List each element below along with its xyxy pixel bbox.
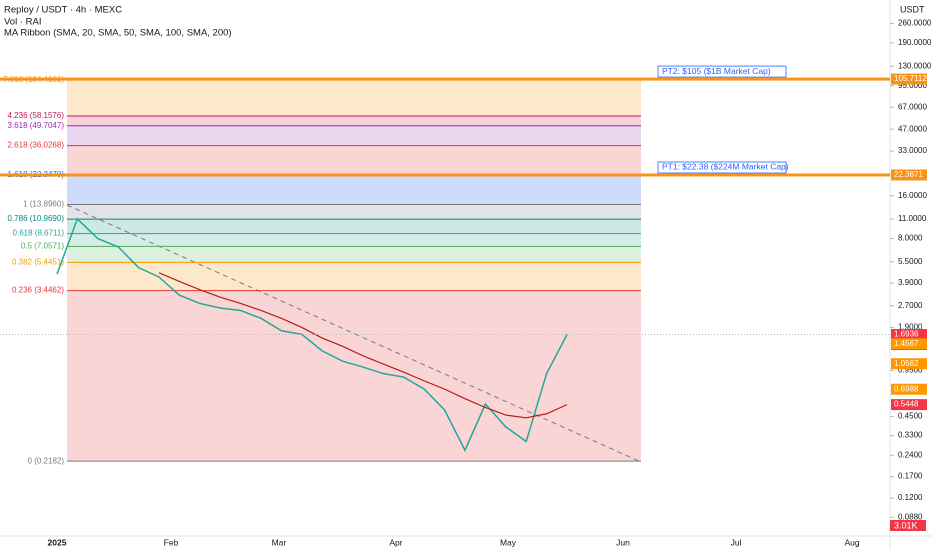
price-badge-label: 1.6936: [894, 330, 919, 339]
y-tick-label: 47.0000: [898, 124, 927, 133]
price-line: [158, 272, 568, 419]
fib-label: 0.236 (3.4462): [12, 286, 64, 295]
price-badge: [891, 169, 927, 181]
y-tick-label: 67.0000: [898, 102, 927, 111]
fib-zone: [67, 246, 641, 263]
y-tick-label: 95.0000: [898, 81, 927, 90]
x-tick-label: Aug: [844, 537, 859, 547]
y-tick-label: 11.0000: [898, 214, 927, 223]
y-tick-label: 260.0000: [898, 19, 932, 28]
fib-label: 4.236 (58.1576): [8, 111, 65, 120]
fib-label: 0.618 (8.6711): [13, 229, 65, 238]
fib-zone: [67, 233, 641, 247]
y-tick-label: 0.2400: [898, 450, 923, 459]
price-badge: [891, 338, 927, 350]
price-badge: [891, 73, 927, 85]
fib-zone: [67, 125, 641, 146]
ma-indicator[interactable]: MA Ribbon (SMA, 20, SMA, 50, SMA, 100, S…: [4, 28, 232, 39]
fib-zone: [67, 79, 641, 116]
price-badge-label: 1.0562: [894, 359, 919, 368]
y-tick-label: 0.1700: [898, 472, 923, 481]
price-line: [56, 217, 568, 453]
y-tick-label: 0.9500: [898, 365, 923, 374]
fib-label: 0 (0.2182): [28, 456, 65, 465]
fib-zone: [67, 175, 641, 205]
volume-badge: [890, 520, 926, 531]
target-box: [657, 65, 787, 78]
price-badge-label: 0.5448: [894, 400, 919, 409]
x-tick-label: Jun: [616, 537, 630, 547]
y-tick-label: 0.3300: [898, 431, 923, 440]
x-tick-label: Mar: [272, 537, 287, 547]
price-badge-label: 1.4567: [894, 339, 919, 348]
trend-line: [66, 204, 642, 463]
target-label: PT1: $22.38 ($224M Market Cap): [662, 162, 789, 172]
y-tick-label: 130.0000: [898, 61, 932, 70]
x-tick-label: 2025: [48, 537, 67, 547]
y-tick-label: 0.0880: [898, 512, 923, 521]
fib-zone: [67, 219, 641, 234]
fib-zone: [67, 145, 641, 176]
symbol-title[interactable]: Reploy / USDT · 4h · MEXC: [4, 5, 122, 16]
fib-label: 2.618 (36.0268): [8, 141, 65, 150]
price-badge: [891, 383, 927, 395]
fib-label: 3.618 (49.7047): [8, 121, 65, 130]
volume-indicator[interactable]: Vol · RAI: [4, 17, 42, 28]
fib-label: 1 (13.8960): [23, 200, 64, 209]
price-badge-label: 0.6988: [894, 384, 919, 393]
fib-zone: [67, 204, 641, 220]
price-badge-label: 22.3871: [894, 170, 923, 179]
y-tick-label: 3.9000: [898, 278, 923, 287]
fib-label: 0.5 (7.0571): [21, 241, 64, 250]
currency: USDT: [900, 4, 925, 14]
price-badge: [891, 399, 927, 411]
y-tick-label: 1.9000: [898, 323, 923, 332]
y-tick-label: 0.4500: [898, 412, 923, 421]
y-tick-label: 8.0000: [898, 234, 923, 243]
fib-label: 0.382 (5.4451): [12, 257, 64, 266]
x-tick-label: Apr: [389, 537, 402, 547]
target-box: [657, 161, 787, 174]
volume-value: 3.01K: [894, 520, 918, 530]
x-tick-label: Jul: [731, 537, 742, 547]
price-badge-label: 105.7112: [894, 74, 927, 83]
y-tick-label: 2.7000: [898, 301, 923, 310]
y-tick-label: 16.0000: [898, 191, 927, 200]
y-tick-label: 190.0000: [898, 38, 932, 47]
x-tick-label: Feb: [164, 537, 179, 547]
price-badge: [891, 358, 927, 370]
fib-zone: [67, 262, 641, 291]
fib-zone: [67, 290, 641, 462]
target-label: PT2: $105 ($1B Market Cap): [662, 66, 771, 76]
y-tick-label: 5.5000: [898, 257, 923, 266]
price-badge: [891, 329, 927, 341]
fib-label: 0.786 (10.9690): [8, 214, 65, 223]
fib-zone: [67, 115, 641, 126]
fib-zones: [67, 79, 641, 462]
y-tick-label: 0.1200: [898, 493, 923, 502]
y-tick-label: 33.0000: [898, 146, 927, 155]
x-tick-label: May: [500, 537, 517, 547]
